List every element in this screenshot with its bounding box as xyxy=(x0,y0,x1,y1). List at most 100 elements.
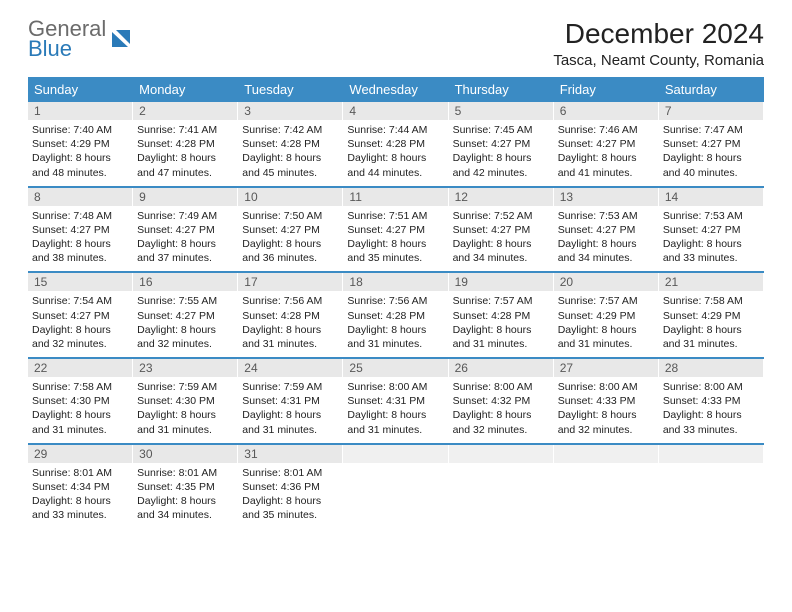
day-number: 24 xyxy=(238,359,342,377)
header: General Blue December 2024 Tasca, Neamt … xyxy=(28,18,764,69)
day-number: 16 xyxy=(133,273,237,291)
day-body: Sunrise: 7:55 AMSunset: 4:27 PMDaylight:… xyxy=(133,291,237,357)
day-number: 1 xyxy=(28,102,132,120)
day-header-wednesday: Wednesday xyxy=(343,77,448,102)
day-number: . xyxy=(659,445,763,463)
day-header-sunday: Sunday xyxy=(28,77,133,102)
day-header-thursday: Thursday xyxy=(449,77,554,102)
day-number: 20 xyxy=(554,273,658,291)
day-number: . xyxy=(343,445,447,463)
day-cell: 25Sunrise: 8:00 AMSunset: 4:31 PMDayligh… xyxy=(343,359,448,443)
month-title: December 2024 xyxy=(553,18,764,50)
day-cell: 2Sunrise: 7:41 AMSunset: 4:28 PMDaylight… xyxy=(133,102,238,186)
day-body: Sunrise: 7:56 AMSunset: 4:28 PMDaylight:… xyxy=(343,291,447,357)
week-row: 29Sunrise: 8:01 AMSunset: 4:34 PMDayligh… xyxy=(28,445,764,529)
day-body: Sunrise: 7:41 AMSunset: 4:28 PMDaylight:… xyxy=(133,120,237,186)
day-body: Sunrise: 7:51 AMSunset: 4:27 PMDaylight:… xyxy=(343,206,447,272)
day-cell: 3Sunrise: 7:42 AMSunset: 4:28 PMDaylight… xyxy=(238,102,343,186)
day-number: 21 xyxy=(659,273,763,291)
day-number: 10 xyxy=(238,188,342,206)
day-body: Sunrise: 8:00 AMSunset: 4:31 PMDaylight:… xyxy=(343,377,447,443)
day-body: Sunrise: 7:59 AMSunset: 4:31 PMDaylight:… xyxy=(238,377,342,443)
day-body: Sunrise: 7:56 AMSunset: 4:28 PMDaylight:… xyxy=(238,291,342,357)
logo: General Blue xyxy=(28,18,138,60)
day-body: Sunrise: 7:53 AMSunset: 4:27 PMDaylight:… xyxy=(659,206,763,272)
day-number: . xyxy=(449,445,553,463)
day-cell: .. xyxy=(449,445,554,529)
week-row: 15Sunrise: 7:54 AMSunset: 4:27 PMDayligh… xyxy=(28,273,764,359)
day-header-row: SundayMondayTuesdayWednesdayThursdayFrid… xyxy=(28,77,764,102)
week-row: 22Sunrise: 7:58 AMSunset: 4:30 PMDayligh… xyxy=(28,359,764,445)
day-number: 14 xyxy=(659,188,763,206)
day-body: Sunrise: 7:58 AMSunset: 4:29 PMDaylight:… xyxy=(659,291,763,357)
day-number: 12 xyxy=(449,188,553,206)
day-body: Sunrise: 7:59 AMSunset: 4:30 PMDaylight:… xyxy=(133,377,237,443)
day-cell: .. xyxy=(554,445,659,529)
day-number: 17 xyxy=(238,273,342,291)
day-cell: 26Sunrise: 8:00 AMSunset: 4:32 PMDayligh… xyxy=(449,359,554,443)
day-number: 22 xyxy=(28,359,132,377)
day-number: 7 xyxy=(659,102,763,120)
day-body: Sunrise: 7:58 AMSunset: 4:30 PMDaylight:… xyxy=(28,377,132,443)
day-body: Sunrise: 7:42 AMSunset: 4:28 PMDaylight:… xyxy=(238,120,342,186)
day-cell: 23Sunrise: 7:59 AMSunset: 4:30 PMDayligh… xyxy=(133,359,238,443)
day-header-monday: Monday xyxy=(133,77,238,102)
day-number: 13 xyxy=(554,188,658,206)
day-body: Sunrise: 8:00 AMSunset: 4:33 PMDaylight:… xyxy=(659,377,763,443)
day-cell: 21Sunrise: 7:58 AMSunset: 4:29 PMDayligh… xyxy=(659,273,764,357)
day-body: Sunrise: 7:53 AMSunset: 4:27 PMDaylight:… xyxy=(554,206,658,272)
day-cell: 5Sunrise: 7:45 AMSunset: 4:27 PMDaylight… xyxy=(449,102,554,186)
day-body: Sunrise: 7:46 AMSunset: 4:27 PMDaylight:… xyxy=(554,120,658,186)
weeks-container: 1Sunrise: 7:40 AMSunset: 4:29 PMDaylight… xyxy=(28,102,764,528)
day-number: . xyxy=(554,445,658,463)
day-body: Sunrise: 8:00 AMSunset: 4:32 PMDaylight:… xyxy=(449,377,553,443)
day-body: Sunrise: 7:40 AMSunset: 4:29 PMDaylight:… xyxy=(28,120,132,186)
week-row: 8Sunrise: 7:48 AMSunset: 4:27 PMDaylight… xyxy=(28,188,764,274)
day-body: Sunrise: 7:57 AMSunset: 4:29 PMDaylight:… xyxy=(554,291,658,357)
day-header-tuesday: Tuesday xyxy=(238,77,343,102)
day-cell: 4Sunrise: 7:44 AMSunset: 4:28 PMDaylight… xyxy=(343,102,448,186)
day-number: 2 xyxy=(133,102,237,120)
logo-text-wrap: General Blue xyxy=(28,18,106,60)
day-number: 25 xyxy=(343,359,447,377)
day-cell: .. xyxy=(343,445,448,529)
day-number: 4 xyxy=(343,102,447,120)
day-cell: 8Sunrise: 7:48 AMSunset: 4:27 PMDaylight… xyxy=(28,188,133,272)
day-cell: 16Sunrise: 7:55 AMSunset: 4:27 PMDayligh… xyxy=(133,273,238,357)
day-number: 11 xyxy=(343,188,447,206)
week-row: 1Sunrise: 7:40 AMSunset: 4:29 PMDaylight… xyxy=(28,102,764,188)
day-cell: 1Sunrise: 7:40 AMSunset: 4:29 PMDaylight… xyxy=(28,102,133,186)
day-number: 19 xyxy=(449,273,553,291)
day-cell: 19Sunrise: 7:57 AMSunset: 4:28 PMDayligh… xyxy=(449,273,554,357)
location: Tasca, Neamt County, Romania xyxy=(553,52,764,69)
day-body: Sunrise: 7:45 AMSunset: 4:27 PMDaylight:… xyxy=(449,120,553,186)
day-number: 3 xyxy=(238,102,342,120)
title-block: December 2024 Tasca, Neamt County, Roman… xyxy=(553,18,764,69)
day-body: Sunrise: 7:47 AMSunset: 4:27 PMDaylight:… xyxy=(659,120,763,186)
day-body: Sunrise: 7:52 AMSunset: 4:27 PMDaylight:… xyxy=(449,206,553,272)
day-cell: 15Sunrise: 7:54 AMSunset: 4:27 PMDayligh… xyxy=(28,273,133,357)
day-body: Sunrise: 7:48 AMSunset: 4:27 PMDaylight:… xyxy=(28,206,132,272)
calendar-page: General Blue December 2024 Tasca, Neamt … xyxy=(0,0,792,546)
day-number: 28 xyxy=(659,359,763,377)
day-cell: 9Sunrise: 7:49 AMSunset: 4:27 PMDaylight… xyxy=(133,188,238,272)
day-header-friday: Friday xyxy=(554,77,659,102)
day-cell: 22Sunrise: 7:58 AMSunset: 4:30 PMDayligh… xyxy=(28,359,133,443)
day-cell: 11Sunrise: 7:51 AMSunset: 4:27 PMDayligh… xyxy=(343,188,448,272)
day-body: Sunrise: 7:50 AMSunset: 4:27 PMDaylight:… xyxy=(238,206,342,272)
day-cell: 6Sunrise: 7:46 AMSunset: 4:27 PMDaylight… xyxy=(554,102,659,186)
day-number: 30 xyxy=(133,445,237,463)
day-cell: 12Sunrise: 7:52 AMSunset: 4:27 PMDayligh… xyxy=(449,188,554,272)
day-number: 8 xyxy=(28,188,132,206)
day-body: Sunrise: 7:44 AMSunset: 4:28 PMDaylight:… xyxy=(343,120,447,186)
day-body: Sunrise: 8:01 AMSunset: 4:35 PMDaylight:… xyxy=(133,463,237,529)
day-cell: 7Sunrise: 7:47 AMSunset: 4:27 PMDaylight… xyxy=(659,102,764,186)
day-number: 27 xyxy=(554,359,658,377)
logo-blue: Blue xyxy=(28,38,72,60)
day-body: Sunrise: 7:57 AMSunset: 4:28 PMDaylight:… xyxy=(449,291,553,357)
day-cell: 29Sunrise: 8:01 AMSunset: 4:34 PMDayligh… xyxy=(28,445,133,529)
day-number: 23 xyxy=(133,359,237,377)
day-body: Sunrise: 7:54 AMSunset: 4:27 PMDaylight:… xyxy=(28,291,132,357)
day-number: 31 xyxy=(238,445,342,463)
day-header-saturday: Saturday xyxy=(659,77,764,102)
